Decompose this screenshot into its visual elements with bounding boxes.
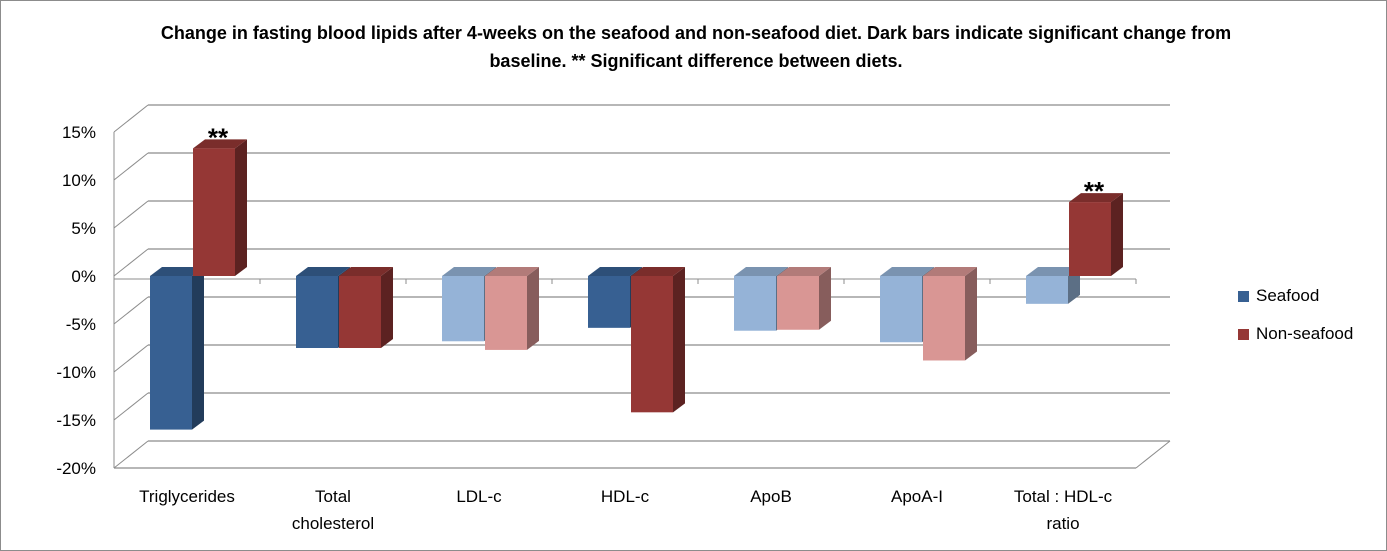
grid-diagonal: [113, 104, 149, 133]
y-tick-label: 5%: [71, 219, 96, 238]
bar-seafood-total-hdl-c-ratio: [1026, 267, 1080, 304]
x-tick-label: Total : HDL-c: [1014, 487, 1113, 506]
grid-diagonal: [113, 200, 149, 229]
y-tick-label: -20%: [56, 459, 96, 478]
y-tick-label: 0%: [71, 267, 96, 286]
x-tick-label: ratio: [1046, 514, 1079, 533]
legend-swatch-non-seafood: [1238, 328, 1249, 340]
y-tick-label: -10%: [56, 363, 96, 382]
legend-item-seafood: Seafood: [1238, 285, 1353, 307]
bar-non-seafood-apoa-i: [923, 267, 977, 361]
bar-non-seafood-total-cholesterol: [339, 267, 393, 348]
grid-diagonal: [113, 152, 149, 181]
bar-non-seafood-ldl-c: [485, 267, 539, 350]
y-tick-label: 10%: [62, 171, 96, 190]
x-tick-label: cholesterol: [292, 514, 374, 533]
x-tick-label: ApoA-I: [891, 487, 943, 506]
grid-diagonal: [113, 344, 149, 373]
legend-label-non-seafood: Non-seafood: [1256, 324, 1354, 343]
significance-annotation: **: [208, 122, 229, 152]
bar-non-seafood-apob: [777, 267, 831, 330]
grid-diagonal: [113, 440, 149, 469]
legend-label-seafood: Seafood: [1256, 286, 1320, 305]
x-tick-label: LDL-c: [456, 487, 502, 506]
chart-title: Change in fasting blood lipids after 4-w…: [160, 23, 1232, 71]
bar-non-seafood-hdl-c: [631, 267, 685, 413]
grid-diagonal: [113, 392, 149, 421]
chart-legend: Seafood Non-seafood: [1238, 285, 1353, 361]
grid-diagonal: [113, 248, 149, 277]
x-tick-label: ApoB: [750, 487, 792, 506]
x-tick-label: Triglycerides: [139, 487, 235, 506]
bar-seafood-triglycerides: [150, 267, 204, 430]
significance-annotation: **: [1084, 176, 1105, 206]
bar-non-seafood-triglycerides: [193, 139, 247, 276]
y-tick-label: -5%: [66, 315, 96, 334]
y-tick-label: 15%: [62, 123, 96, 142]
y-tick-label: -15%: [56, 411, 96, 430]
legend-swatch-seafood: [1238, 290, 1249, 302]
legend-item-non-seafood: Non-seafood: [1238, 323, 1353, 345]
x-tick-label: HDL-c: [601, 487, 650, 506]
bar-non-seafood-total-hdl-c-ratio: [1069, 193, 1123, 276]
x-tick-label: Total: [315, 487, 351, 506]
grid-diagonal: [113, 296, 149, 325]
floor-right-edge: [1135, 440, 1171, 469]
